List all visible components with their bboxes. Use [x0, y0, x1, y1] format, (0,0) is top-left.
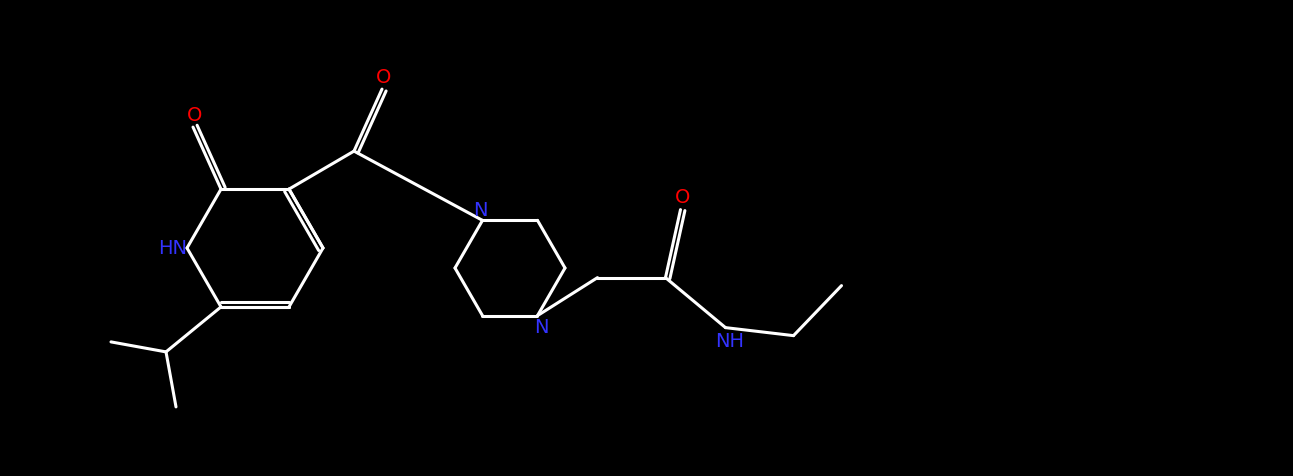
Text: NH: NH — [715, 332, 743, 351]
Text: HN: HN — [159, 238, 187, 258]
Text: O: O — [187, 106, 203, 125]
Text: N: N — [534, 318, 548, 337]
Text: O: O — [376, 68, 392, 87]
Text: O: O — [675, 188, 690, 207]
Text: N: N — [473, 201, 487, 220]
